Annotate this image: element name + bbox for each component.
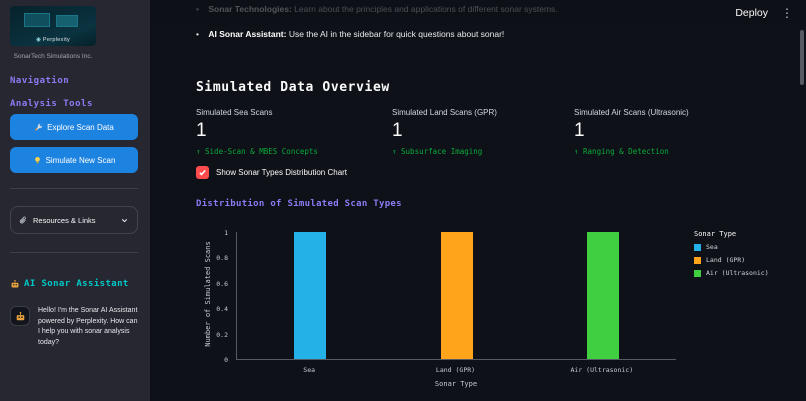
- show-chart-checkbox[interactable]: Show Sonar Types Distribution Chart: [196, 166, 347, 179]
- legend-label: Air (Ultrasonic): [706, 269, 769, 277]
- metric-label: Simulated Air Scans (Ultrasonic): [574, 108, 689, 117]
- bullet-text: Use the AI in the sidebar for quick ques…: [288, 29, 505, 39]
- tools-icon: [35, 123, 43, 131]
- x-tick-label: Sea: [303, 366, 316, 374]
- legend-swatch: [694, 256, 701, 264]
- metric-delta: ↑ Side-Scan & MBES Concepts: [196, 147, 318, 156]
- analysis-tools-heading: Analysis Tools: [10, 99, 93, 109]
- bulb-icon: [34, 156, 40, 163]
- sidebar-divider: [10, 188, 138, 189]
- app-header: Deploy ⋮: [150, 0, 806, 26]
- page-title: Simulated Data Overview: [196, 80, 390, 95]
- metric-label: Simulated Sea Scans: [196, 108, 273, 117]
- logo-brand-label: Perplexity: [42, 37, 71, 43]
- y-tick-label: 0.8: [216, 254, 228, 263]
- legend-item: Air (Ultrasonic): [694, 269, 769, 277]
- bar-chart: Number of Simulated Scans 0 0.2 0.4 0.6 0.8 1…: [196, 220, 786, 396]
- metric-value: 1: [574, 120, 585, 141]
- logo-caption: SonarTech Simulations Inc.: [13, 53, 93, 60]
- logo-monitor-graphic: [24, 13, 50, 27]
- explore-scan-data-button[interactable]: Explore Scan Data: [10, 114, 138, 140]
- metric-land-scans: Simulated Land Scans (GPR) 1 ↑ Subsurfac…: [392, 108, 572, 156]
- chart-title: Distribution of Simulated Scan Types: [196, 199, 402, 209]
- legend-item: Sea: [694, 243, 769, 251]
- deploy-button[interactable]: Deploy: [735, 0, 768, 26]
- logo-image: Perplexity: [10, 6, 96, 46]
- resources-links-expander[interactable]: Resources & Links: [10, 206, 138, 234]
- bar-air-ultrasonic-: [586, 232, 619, 359]
- perplexity-mark-icon: [35, 37, 41, 43]
- metric-value: 1: [392, 120, 403, 141]
- simulate-new-scan-label: Simulate New Scan: [45, 155, 116, 165]
- logo-brand-text: Perplexity: [10, 37, 96, 43]
- chat-avatar: [10, 306, 30, 326]
- bullet-bold-text: AI Sonar Assistant:: [208, 29, 287, 39]
- metric-delta: ↑ Subsurface Imaging: [392, 147, 483, 156]
- chevron-down-icon: [121, 218, 128, 222]
- legend-items: Sea Land (GPR) Air (Ultrasonic): [694, 243, 769, 277]
- plot-area: [236, 232, 676, 360]
- resources-links-label: Resources & Links: [33, 215, 96, 225]
- bar-land-gpr-: [440, 232, 473, 359]
- y-tick-label: 0.2: [216, 330, 228, 339]
- legend-title: Sonar Type: [694, 230, 737, 238]
- check-icon: [199, 169, 206, 176]
- y-tick-label: 0.4: [216, 305, 228, 314]
- metric-sea-scans: Simulated Sea Scans 1 ↑ Side-Scan & MBES…: [196, 108, 376, 156]
- chat-message: Hello! I'm the Sonar AI Assistant powere…: [38, 307, 138, 346]
- legend-label: Sea: [706, 243, 718, 251]
- metric-value: 1: [196, 120, 207, 141]
- robot-icon: [11, 279, 19, 288]
- simulate-new-scan-button[interactable]: Simulate New Scan: [10, 147, 138, 173]
- metric-air-scans: Simulated Air Scans (Ultrasonic) 1 ↑ Ran…: [574, 108, 754, 156]
- sidebar: Perplexity SonarTech Simulations Inc. Na…: [0, 0, 150, 401]
- logo-monitor-graphic: [56, 15, 78, 27]
- x-axis-title: Sonar Type: [434, 380, 478, 388]
- y-tick-label: 0.6: [216, 279, 228, 288]
- paperclip-icon: [19, 216, 26, 223]
- bullet-item: AI Sonar Assistant: Use the AI in the si…: [196, 29, 504, 39]
- main-content: Sonar Technologies: Learn about the prin…: [150, 0, 806, 401]
- legend-swatch: [694, 269, 701, 277]
- y-tick-label: 0: [224, 356, 228, 364]
- checkbox-label: Show Sonar Types Distribution Chart: [216, 168, 348, 177]
- bar-sea: [294, 232, 327, 359]
- sidebar-divider: [10, 252, 138, 253]
- y-axis-ticks: 0 0.2 0.4 0.6 0.8 1: [204, 229, 230, 364]
- legend-item: Land (GPR): [694, 256, 769, 264]
- metric-delta: ↑ Ranging & Detection: [574, 147, 669, 156]
- chart-legend: Sonar Type Sea Land (GPR) Air (Ultrasonic): [694, 230, 769, 282]
- explore-scan-data-label: Explore Scan Data: [47, 122, 114, 132]
- x-axis-labels: Sea Land (GPR) Air (Ultrasonic): [236, 366, 676, 376]
- ai-assistant-heading: AI Sonar Assistant: [10, 279, 129, 289]
- robot-icon: [16, 311, 24, 320]
- main-scrollbar[interactable]: [800, 30, 804, 85]
- kebab-menu-icon[interactable]: ⋮: [781, 6, 793, 20]
- navigation-heading: Navigation: [10, 76, 70, 86]
- metric-label: Simulated Land Scans (GPR): [392, 108, 497, 117]
- legend-swatch: [694, 243, 701, 251]
- ai-assistant-heading-label: AI Sonar Assistant: [24, 279, 129, 289]
- legend-label: Land (GPR): [706, 256, 746, 264]
- checkbox-checked-icon: [196, 166, 209, 179]
- x-tick-label: Land (GPR): [435, 366, 476, 374]
- y-tick-label: 1: [224, 229, 228, 237]
- x-tick-label: Air (Ultrasonic): [570, 366, 634, 374]
